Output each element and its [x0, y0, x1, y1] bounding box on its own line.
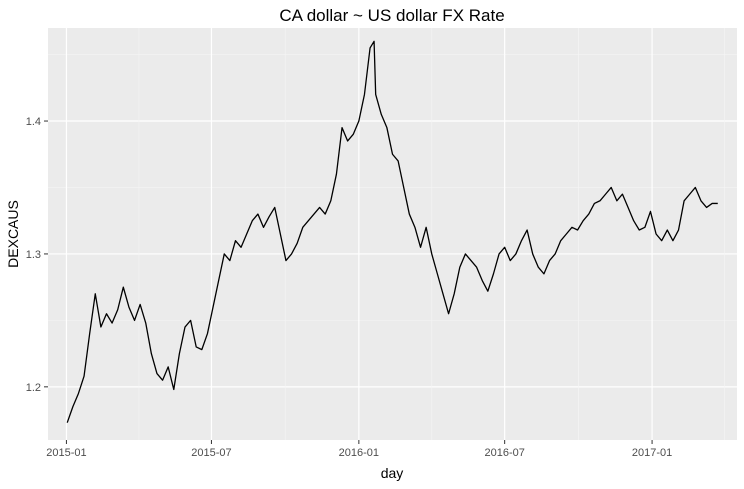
grid-lines	[48, 28, 737, 440]
x-tick-label: 2016-07	[484, 447, 524, 459]
plot-panel	[48, 28, 737, 440]
x-tick-label: 2017-01	[632, 447, 672, 459]
series-line-dexcaus	[66, 40, 718, 423]
x-axis: 2015-01 2015-07 2016-01 2016-07 2017-01	[46, 440, 672, 459]
chart-title: CA dollar ~ US dollar FX Rate	[279, 6, 504, 25]
y-axis: 1.2 1.3 1.4	[26, 116, 48, 394]
y-tick-label: 1.2	[26, 382, 41, 394]
x-tick-label: 2016-01	[339, 447, 379, 459]
y-axis-title: DEXCAUS	[5, 200, 21, 268]
x-tick-label: 2015-07	[191, 447, 231, 459]
y-tick-label: 1.4	[26, 116, 41, 128]
y-tick-label: 1.3	[26, 249, 41, 261]
x-tick-label: 2015-01	[46, 447, 86, 459]
x-axis-title: day	[381, 465, 404, 481]
